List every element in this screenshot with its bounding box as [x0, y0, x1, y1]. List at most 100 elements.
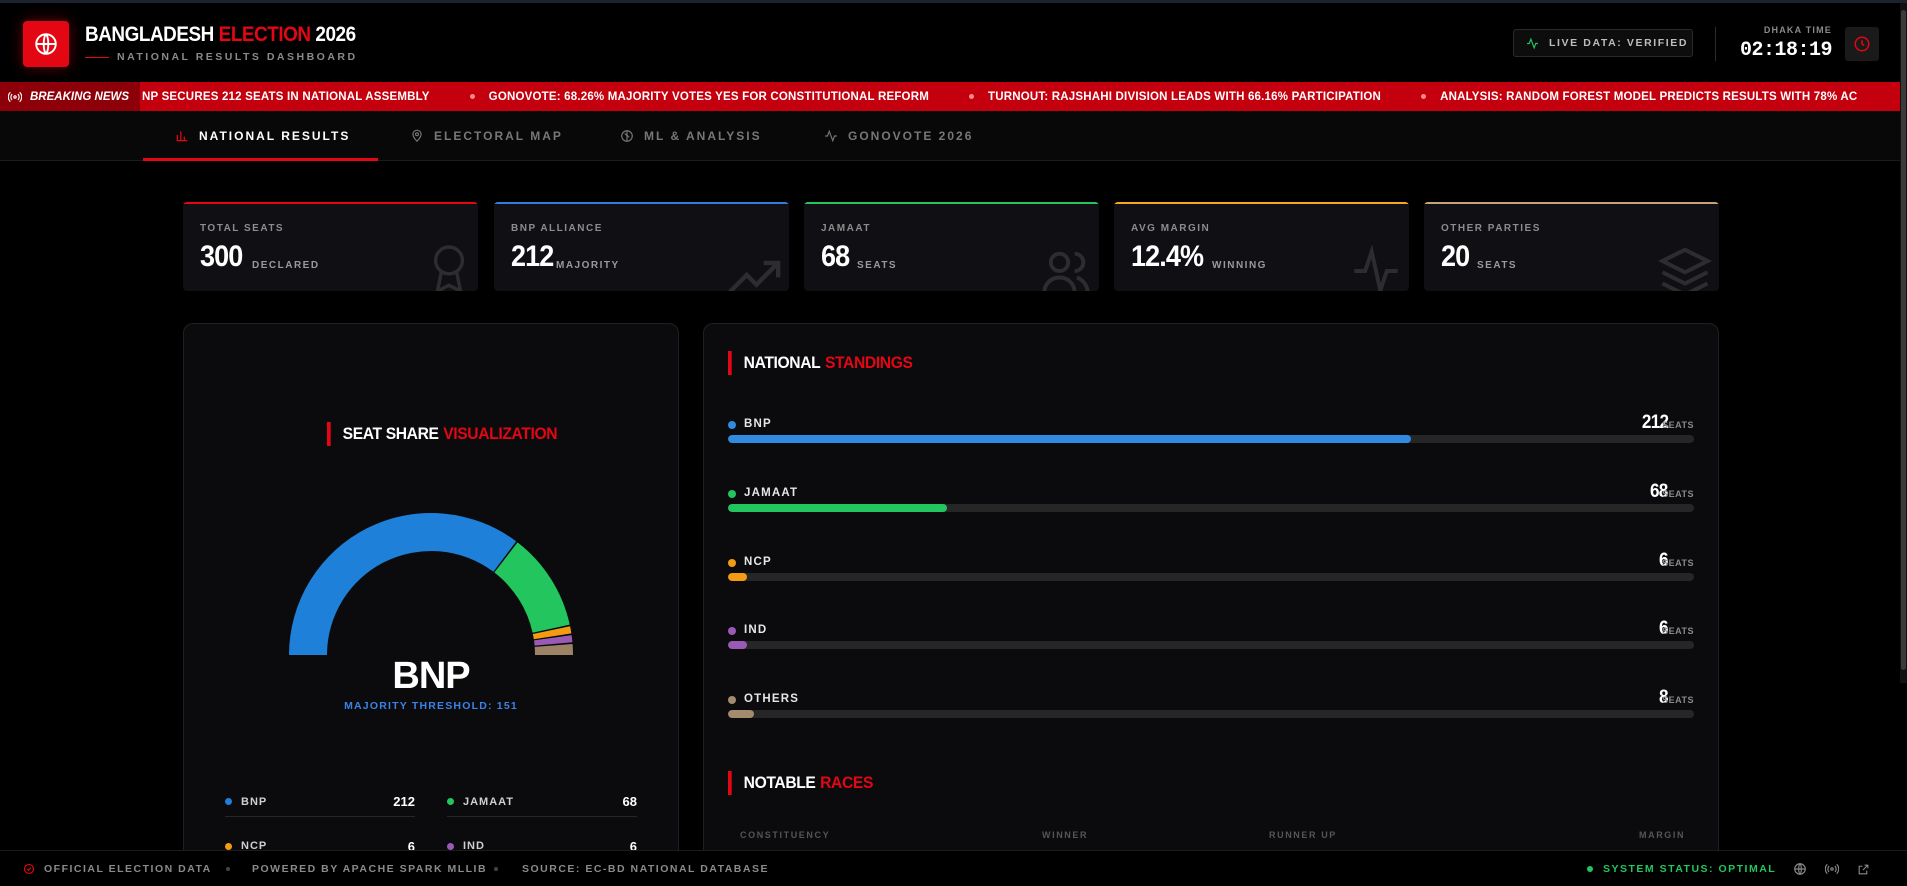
seat-progress-fill	[728, 710, 754, 718]
stat-value: 68	[821, 240, 850, 273]
standing-row-jamaat[interactable]: JAMAAT 68 SEATS	[728, 481, 1694, 531]
party-seats: 212	[1641, 412, 1669, 433]
party-color-dot	[728, 627, 736, 635]
clock-icon	[1854, 36, 1870, 52]
seats-unit: SEATS	[1662, 489, 1694, 499]
standing-row-ind[interactable]: IND 6 SEATS	[728, 618, 1694, 668]
seat-progress-fill	[728, 573, 748, 581]
tab-ml-analysis[interactable]: ML & ANALYSIS	[620, 111, 762, 161]
live-data-badge: LIVE DATA: VERIFIED	[1513, 29, 1693, 57]
party-seats: 68	[1650, 481, 1668, 502]
donut-slice-bnp[interactable]	[289, 513, 517, 655]
party-color-dot	[728, 696, 736, 704]
award-icon	[433, 245, 465, 291]
broadcast-icon	[8, 91, 22, 102]
seats-unit: SEATS	[1662, 695, 1694, 705]
ticker-item[interactable]: NP SECURES 212 SEATS IN NATIONAL ASSEMBL…	[142, 90, 430, 103]
donut-slice-others[interactable]	[534, 643, 573, 655]
column-header-winner[interactable]: WINNER	[1042, 830, 1089, 840]
scrollbar-thumb[interactable]	[1901, 10, 1906, 670]
footer-icons	[1793, 851, 1870, 886]
leader-label: BNP	[392, 655, 470, 697]
stat-label: AVG MARGIN	[1131, 223, 1211, 234]
standing-row-bnp[interactable]: BNP 212 SEATS	[728, 412, 1694, 462]
shield-check-icon	[23, 863, 35, 875]
map-pin-icon	[412, 129, 422, 143]
legend-item-ind: IND 6	[447, 831, 637, 861]
ticker-track: NP SECURES 212 SEATS IN NATIONAL ASSEMBL…	[142, 82, 1897, 111]
party-color-dot	[728, 421, 736, 429]
stat-value: 300	[200, 240, 243, 273]
seats-unit: SEATS	[1662, 626, 1694, 636]
legend-item-ncp: NCP 6	[225, 831, 415, 861]
column-header-constituency[interactable]: CONSTITUENCY	[740, 830, 831, 840]
window-top-border	[0, 0, 1907, 3]
activity-icon	[1527, 36, 1538, 50]
users-icon	[1042, 251, 1090, 291]
source-label: SOURCE: EC-BD NATIONAL DATABASE	[522, 863, 769, 875]
activity-icon	[825, 129, 837, 143]
stat-unit: SEATS	[1477, 260, 1518, 271]
legend-item-jamaat: JAMAAT 68	[447, 787, 637, 817]
stat-value: 20	[1441, 240, 1470, 273]
breaking-news-ticker: BREAKING NEWS NP SECURES 212 SEATS IN NA…	[0, 82, 1907, 111]
seat-progress-fill	[728, 641, 748, 649]
column-header-margin[interactable]: MARGIN	[1639, 830, 1686, 840]
seat-progress-track	[728, 435, 1694, 443]
party-seats: 6	[1659, 550, 1669, 571]
stat-label: OTHER PARTIES	[1441, 223, 1541, 234]
stat-card-other-parties: OTHER PARTIES 20 SEATS	[1424, 202, 1719, 291]
globe-icon[interactable]	[1793, 862, 1807, 876]
stat-label: JAMAAT	[821, 223, 871, 234]
seat-progress-fill	[728, 435, 1411, 443]
stat-unit: MAJORITY	[556, 260, 620, 271]
party-name: IND	[744, 624, 768, 636]
powered-by-label: POWERED BY APACHE SPARK MLLIB	[252, 863, 488, 875]
tab-electoral-map[interactable]: ELECTORAL MAP	[410, 111, 563, 161]
external-link-icon[interactable]	[1857, 863, 1870, 876]
donut-slice-ncp[interactable]	[532, 626, 572, 640]
ticker-item[interactable]: TURNOUT: RAJSHAHI DIVISION LEADS WITH 66…	[969, 91, 1381, 103]
tab-national-results[interactable]: NATIONAL RESULTS	[175, 111, 350, 161]
seat-share-title: SEAT SHARE VISUALIZATION	[327, 422, 558, 446]
column-header-runner-up[interactable]: RUNNER UP	[1269, 830, 1337, 840]
app-header: BANGLADESH ELECTION 2026 NATIONAL RESULT…	[0, 3, 1907, 82]
stat-value: 12.4%	[1131, 240, 1204, 273]
standings-title: NATIONAL STANDINGS	[728, 351, 913, 375]
majority-threshold: MAJORITY THRESHOLD: 151	[344, 700, 518, 712]
app-title: BANGLADESH ELECTION 2026	[85, 23, 356, 46]
header-divider	[1715, 27, 1716, 61]
party-seats: 6	[1659, 618, 1669, 639]
ticker-item[interactable]: GONOVOTE: 68.26% MAJORITY VOTES YES FOR …	[469, 91, 929, 103]
seats-unit: SEATS	[1662, 558, 1694, 568]
stat-card-jamaat: JAMAAT 68 SEATS	[804, 202, 1099, 291]
stat-label: BNP ALLIANCE	[511, 223, 603, 234]
standing-row-ncp[interactable]: NCP 6 SEATS	[728, 550, 1694, 600]
official-data-label: OFFICIAL ELECTION DATA	[23, 851, 212, 886]
seat-share-donut-chart	[289, 513, 573, 655]
party-color-dot	[728, 490, 736, 498]
pulse-icon	[1354, 245, 1398, 291]
clock-button[interactable]	[1845, 27, 1879, 61]
standing-row-others[interactable]: OTHERS 8 SEATS	[728, 687, 1694, 737]
standings-panel	[703, 323, 1719, 863]
layers-icon	[1657, 247, 1713, 291]
party-seats: 8	[1659, 687, 1669, 708]
dhaka-time: 02:18:19	[1739, 39, 1833, 62]
stat-card-total-seats: TOTAL SEATS 300 DECLARED	[183, 202, 478, 291]
stat-card-avg-margin: AVG MARGIN 12.4% WINNING	[1114, 202, 1409, 291]
seat-progress-track	[728, 641, 1694, 649]
donut-slice-ind[interactable]	[533, 635, 573, 646]
seat-progress-track	[728, 504, 1694, 512]
active-tab-indicator	[143, 158, 378, 161]
broadcast-icon[interactable]	[1825, 862, 1839, 876]
trending-up-icon	[728, 260, 781, 291]
tab-gonovote[interactable]: GONOVOTE 2026	[824, 111, 973, 161]
globe-logo-icon[interactable]	[23, 21, 69, 67]
donut-slice-jamaat[interactable]	[494, 542, 570, 633]
party-name: JAMAAT	[744, 487, 799, 499]
app-footer: OFFICIAL ELECTION DATA POWERED BY APACHE…	[0, 850, 1907, 886]
stat-unit: WINNING	[1212, 260, 1267, 271]
ticker-item[interactable]: ANALYSIS: RANDOM FOREST MODEL PREDICTS R…	[1421, 91, 1857, 103]
stat-card-bnp-alliance: BNP ALLIANCE 212 MAJORITY	[494, 202, 789, 291]
